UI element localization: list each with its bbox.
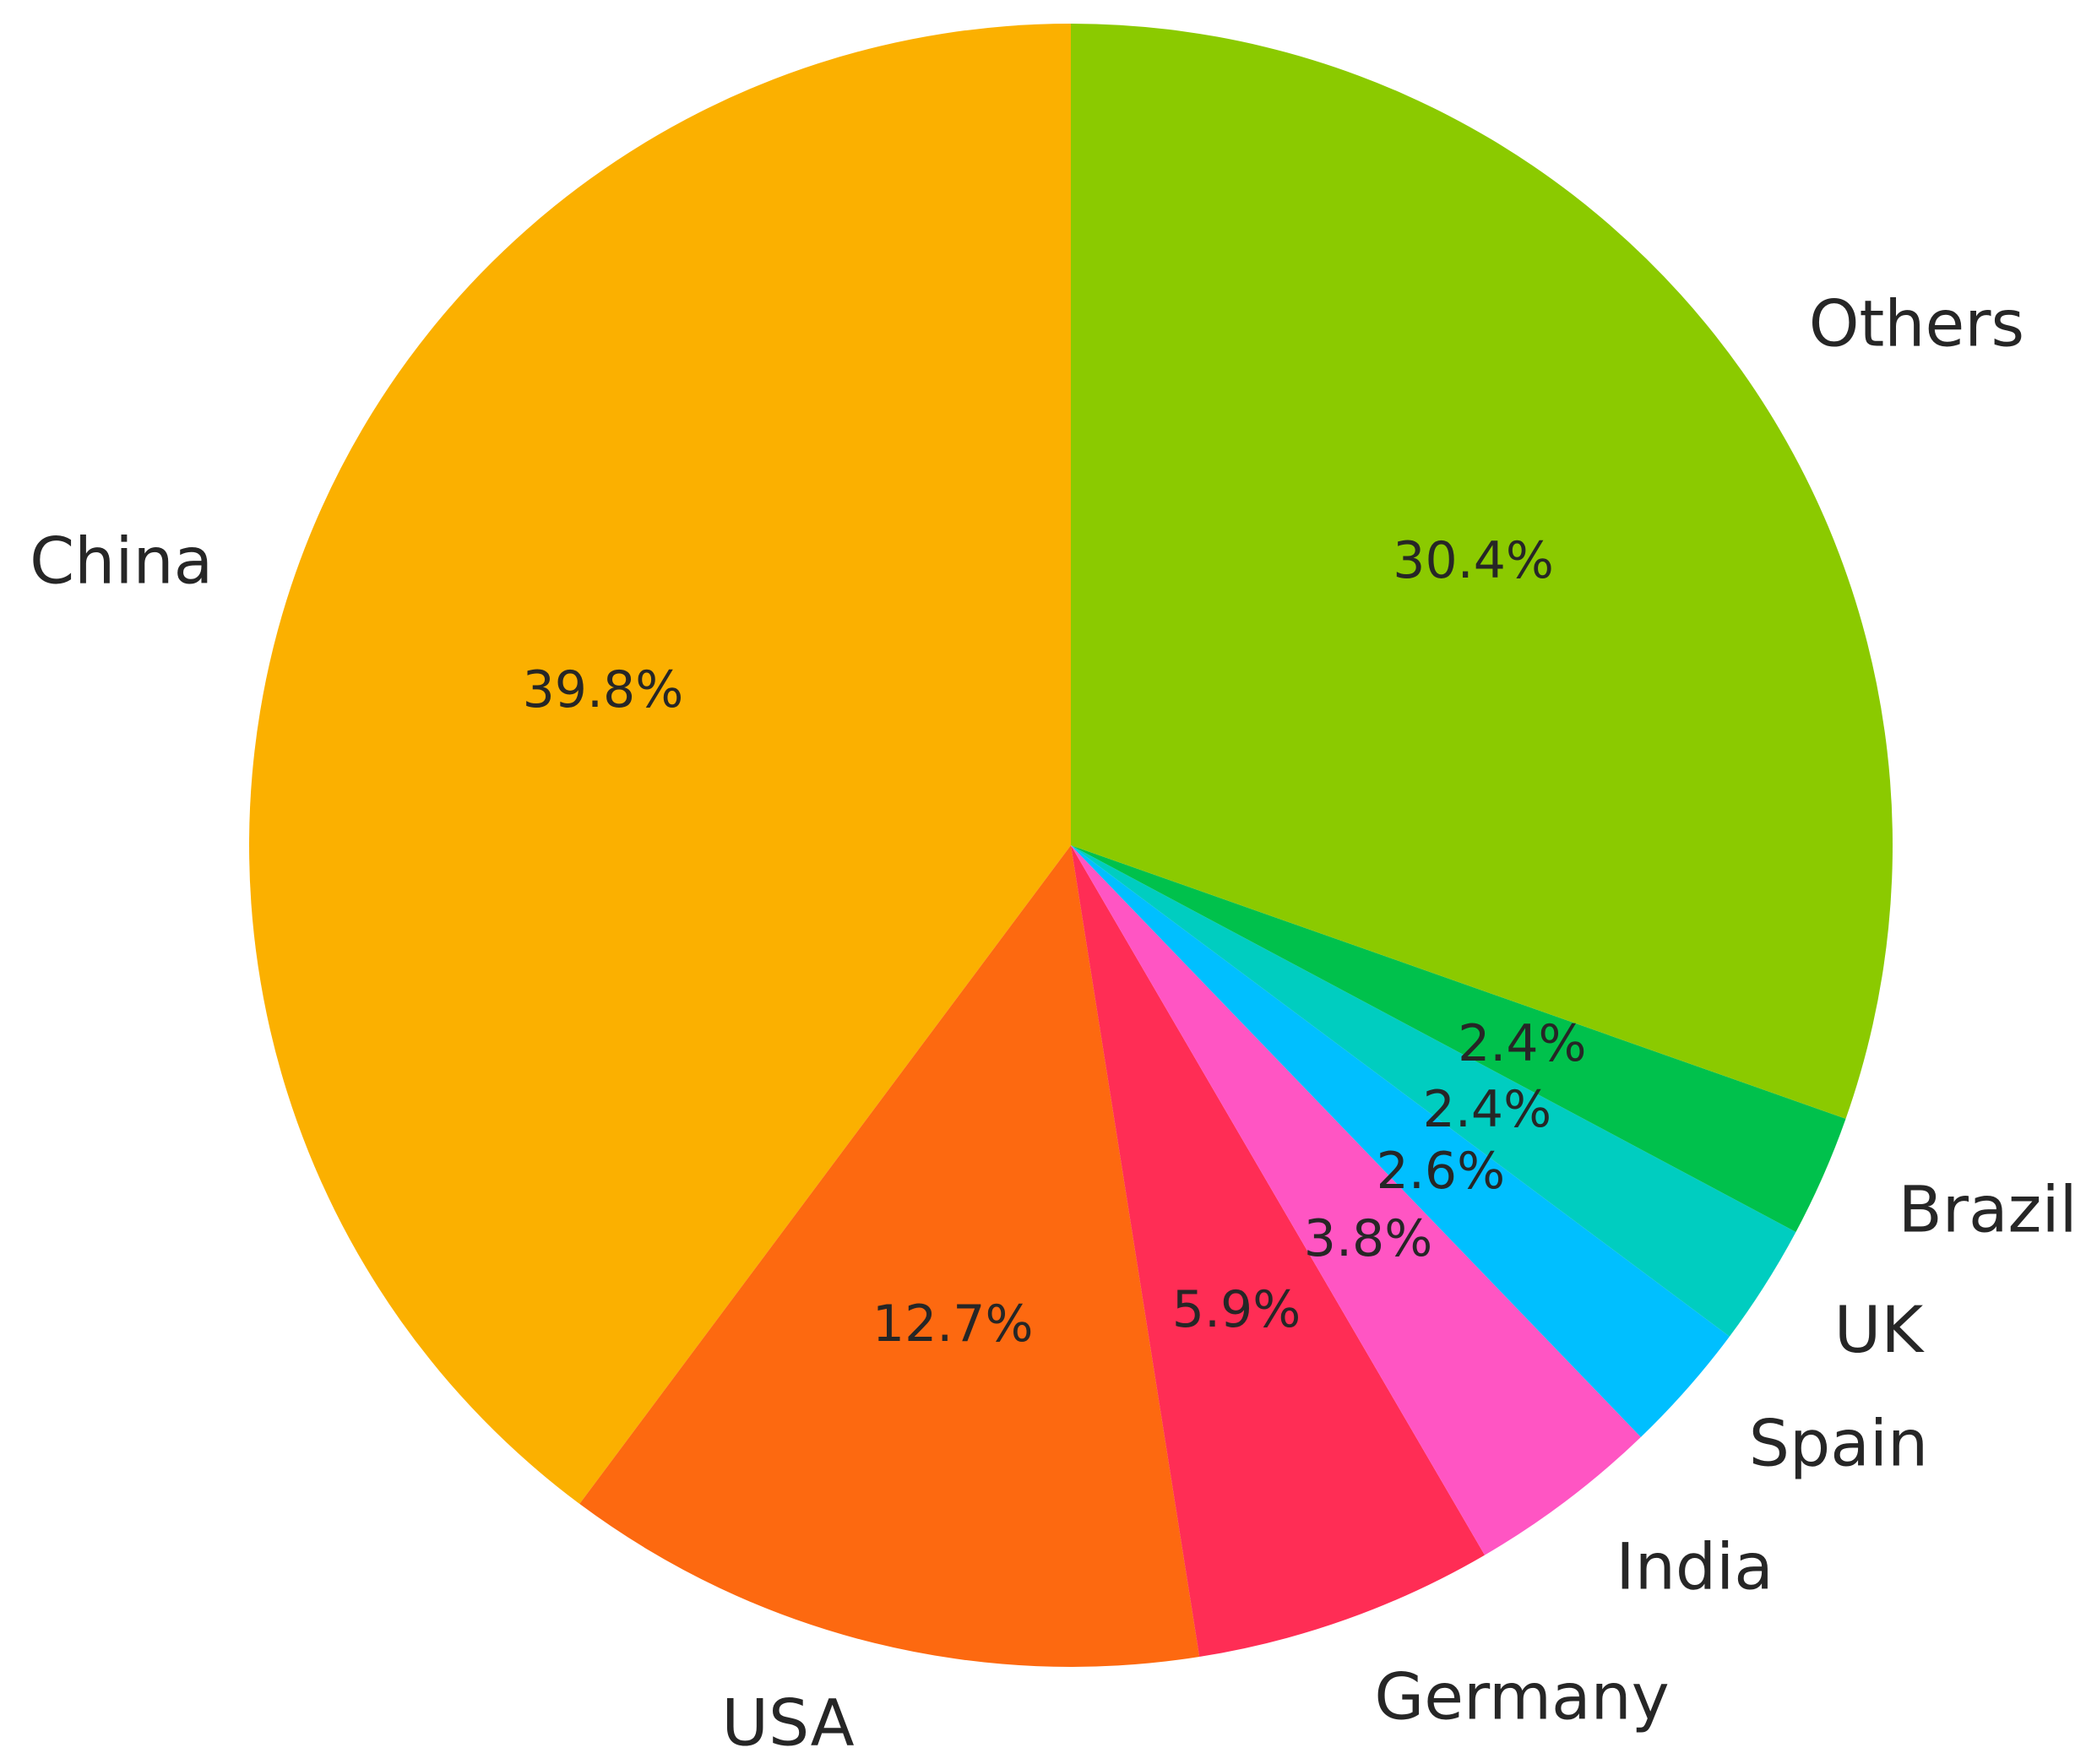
percent-label-others: 30.4%	[1393, 531, 1554, 590]
category-labels: China USA Germany India Spain UK Brazil Others	[30, 285, 2078, 1760]
pie-slice-brazil	[1071, 845, 1846, 1232]
category-label-spain: Spain	[1749, 1405, 1928, 1480]
percent-label-usa: 12.7%	[872, 1295, 1034, 1354]
category-label-brazil: Brazil	[1899, 1172, 2078, 1247]
percent-label-uk: 2.4%	[1423, 1080, 1551, 1139]
pie-slice-uk	[1071, 845, 1796, 1337]
pie-slice-others	[1071, 24, 1893, 1119]
percent-label-china: 39.8%	[523, 660, 684, 719]
category-label-india: India	[1616, 1528, 1774, 1604]
percent-label-brazil: 2.4%	[1458, 1014, 1586, 1073]
category-label-germany: Germany	[1374, 1659, 1669, 1734]
category-label-usa: USA	[721, 1685, 854, 1760]
percent-labels: 39.8%12.7% 5.9%3.8%2.6%2.4%2.4%30.4%	[523, 531, 1587, 1354]
pie-slice-germany	[1071, 845, 1486, 1658]
category-label-others: Others	[1809, 285, 2024, 361]
pie-slices	[249, 24, 1893, 1667]
pie-slice-india	[1071, 845, 1641, 1555]
pie-slice-china	[249, 24, 1071, 1504]
percent-label-india: 3.8%	[1304, 1209, 1432, 1268]
pie-slice-usa	[579, 845, 1200, 1667]
category-label-uk: UK	[1834, 1292, 1926, 1367]
percent-label-spain: 2.6%	[1377, 1142, 1505, 1201]
category-label-china: China	[30, 523, 213, 598]
pie-slice-spain	[1071, 845, 1730, 1437]
percent-label-germany: 5.9%	[1172, 1280, 1301, 1339]
